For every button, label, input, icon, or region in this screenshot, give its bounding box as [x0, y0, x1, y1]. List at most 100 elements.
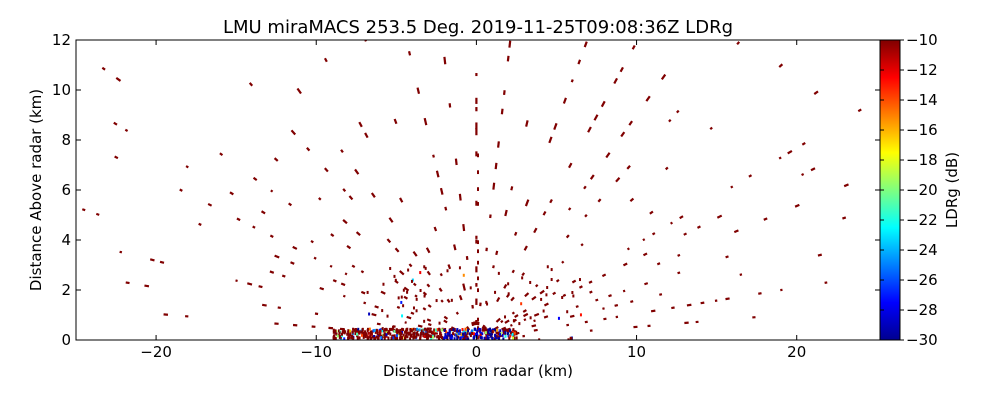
colorbar-tick-label: −26: [906, 271, 938, 289]
echo-streak: [646, 96, 649, 101]
echo-streak: [289, 203, 292, 205]
x-tick-label: 10: [627, 343, 646, 361]
clutter-pixel: [433, 332, 435, 335]
clutter-pixel: [441, 336, 443, 339]
echo-streak: [387, 239, 390, 242]
clutter-pixel: [352, 328, 354, 331]
y-tick-label: 10: [52, 81, 71, 99]
echo-streak: [364, 303, 366, 304]
scatter-pixel: [566, 310, 568, 313]
echo-streak: [291, 130, 295, 134]
echo-streak: [540, 291, 544, 294]
clutter-pixel: [384, 337, 386, 340]
clutter-pixel: [368, 332, 370, 335]
scatter-pixel: [530, 316, 532, 319]
clutter-pixel: [449, 334, 451, 337]
echo-streak: [208, 204, 211, 206]
scatter-pixel: [394, 334, 396, 337]
clutter-pixel: [393, 330, 395, 333]
scatter-pixel: [513, 319, 515, 322]
clutter-pixel: [399, 329, 401, 332]
echo-streak: [844, 184, 848, 186]
echo-streak: [372, 314, 377, 315]
scatter-pixel: [423, 320, 425, 323]
clutter-pixel: [344, 331, 346, 334]
scatter-pixel: [580, 313, 582, 316]
echo-streak: [102, 68, 105, 70]
scatter-pixel: [416, 298, 418, 301]
clutter-pixel: [479, 331, 481, 334]
scatter-pixel: [420, 289, 422, 292]
echo-streak: [680, 216, 683, 218]
echo-streak: [314, 258, 316, 259]
echo-streak: [333, 280, 336, 281]
echo-streak: [414, 283, 416, 285]
scatter-pixel: [504, 315, 506, 318]
echo-streak: [270, 271, 274, 272]
echo-streak: [454, 244, 455, 250]
echo-streak: [602, 308, 604, 309]
colorbar-label: LDRg (dB): [943, 152, 961, 228]
echo-streak: [352, 266, 355, 268]
echo-streak: [497, 297, 499, 301]
clutter-pixel: [460, 336, 462, 339]
echo-streak: [818, 255, 822, 256]
echo-streak: [396, 248, 399, 252]
echo-streak: [415, 295, 417, 296]
scatter-pixel: [367, 291, 369, 294]
clutter-pixel: [420, 332, 422, 335]
scatter-pixel: [400, 301, 402, 304]
clutter-pixel: [348, 334, 350, 337]
clutter-pixel: [509, 334, 511, 337]
scatter-pixel: [387, 315, 389, 318]
scatter-pixel: [579, 278, 581, 281]
echo-streak: [361, 271, 363, 272]
scatter-pixel: [486, 303, 488, 306]
echo-streak: [427, 248, 430, 253]
echo-streak: [262, 305, 266, 306]
echo-streak: [525, 246, 527, 250]
echo-streak: [569, 163, 571, 168]
echo-streak: [389, 218, 392, 222]
clutter-pixel: [416, 328, 418, 331]
echo-streak: [671, 223, 673, 224]
echo-streak: [447, 299, 449, 302]
echo-streak: [764, 218, 767, 219]
echo-streak: [116, 78, 120, 81]
echo-streak: [429, 328, 432, 329]
clutter-pixel: [507, 332, 509, 335]
echo-streak: [418, 88, 419, 94]
echo-streak: [510, 325, 512, 326]
clutter-pixel: [514, 332, 516, 335]
clutter-pixel: [390, 337, 392, 340]
clutter-pixel: [378, 336, 380, 339]
clutter-pixel: [355, 328, 357, 331]
echo-streak: [493, 265, 494, 268]
echo-streak: [293, 247, 297, 249]
echo-streak: [319, 198, 321, 200]
echo-streak: [505, 210, 506, 216]
echo-streak: [581, 244, 583, 246]
scatter-pixel: [545, 293, 547, 296]
clutter-pixel: [362, 328, 364, 331]
echo-streak: [275, 158, 278, 161]
echo-streak: [557, 280, 559, 282]
echo-streak: [725, 298, 729, 299]
echo-streak: [627, 166, 630, 169]
echo-streak: [237, 219, 240, 221]
echo-streak: [578, 60, 580, 64]
echo-streak: [96, 214, 99, 215]
scatter-pixel: [498, 272, 500, 275]
y-tick-label: 0: [61, 331, 71, 349]
echo-streak: [444, 57, 445, 64]
echo-streak: [598, 199, 600, 202]
echo-streak: [671, 307, 674, 308]
echo-streak: [740, 274, 742, 275]
scatter-pixel: [431, 331, 433, 334]
echo-streak: [504, 90, 505, 95]
clutter-pixel: [452, 328, 454, 331]
echo-streak: [456, 159, 457, 165]
echo-streak: [515, 315, 518, 317]
